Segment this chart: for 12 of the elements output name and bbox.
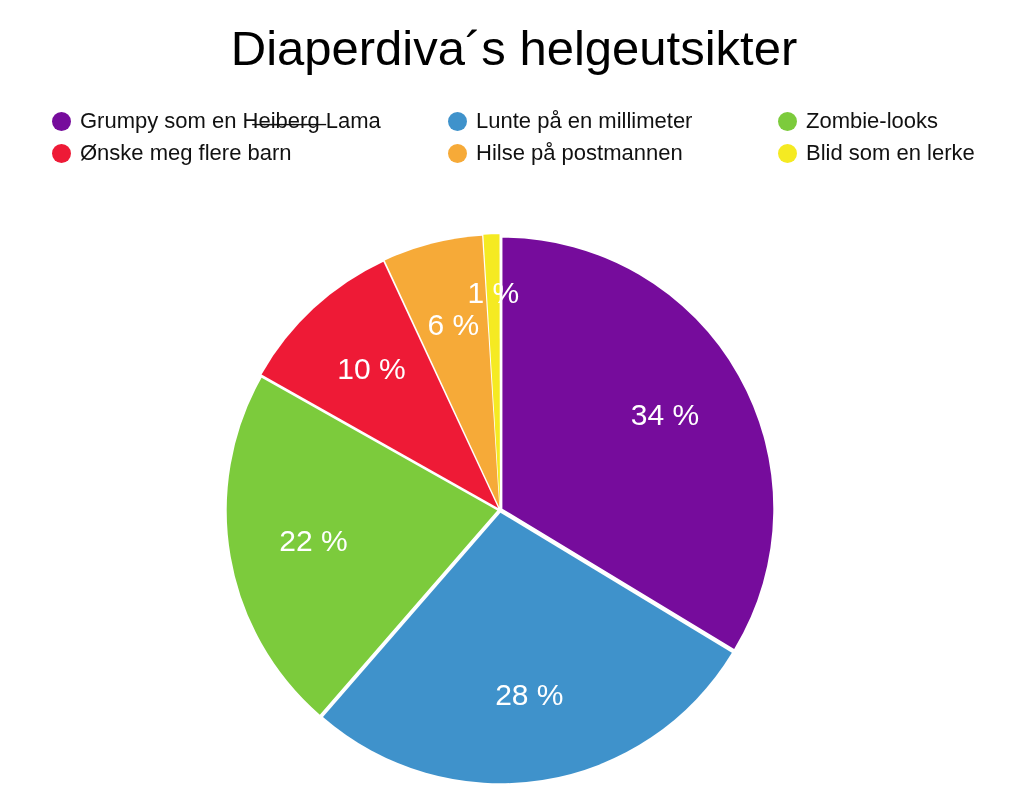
- data-label: 34 %: [630, 398, 700, 432]
- data-label: 22 %: [279, 523, 348, 557]
- legend-label: Blid som en lerke: [806, 140, 975, 166]
- legend-label: Hilse på postmannen: [476, 140, 683, 166]
- data-label: 6 %: [427, 307, 480, 341]
- legend-label: Grumpy som en H̶e̶i̶b̶e̶r̶g̶ Lama: [80, 108, 381, 134]
- chart-title: Diaperdiva´s helgeutsikter: [229, 20, 799, 77]
- legend-label: Zombie-looks: [806, 108, 939, 134]
- data-label: 28 %: [495, 678, 564, 712]
- legend-label: Ønske meg flere barn: [80, 140, 292, 166]
- data-label: 10 %: [337, 352, 406, 386]
- legend-label: Lunte på en millimeter: [476, 108, 693, 134]
